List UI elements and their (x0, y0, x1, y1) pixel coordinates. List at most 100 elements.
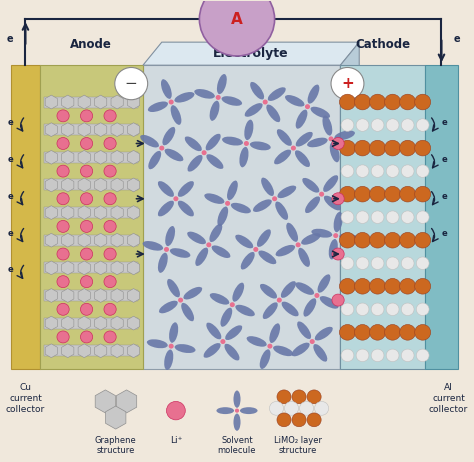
Ellipse shape (260, 349, 271, 369)
Polygon shape (62, 123, 74, 137)
Circle shape (415, 186, 431, 202)
Ellipse shape (273, 346, 293, 356)
Ellipse shape (158, 201, 174, 216)
Circle shape (169, 344, 174, 349)
Circle shape (356, 211, 369, 224)
Ellipse shape (307, 138, 328, 147)
Circle shape (341, 165, 354, 177)
Circle shape (341, 349, 354, 362)
Ellipse shape (217, 407, 234, 414)
Polygon shape (45, 233, 57, 247)
Circle shape (401, 349, 414, 362)
Circle shape (332, 248, 344, 260)
Polygon shape (128, 289, 140, 303)
Ellipse shape (235, 305, 255, 316)
Ellipse shape (169, 322, 178, 343)
Ellipse shape (328, 239, 338, 260)
Bar (44, 152, 138, 163)
Text: e: e (8, 266, 14, 274)
Circle shape (401, 303, 414, 316)
Ellipse shape (253, 200, 272, 212)
Ellipse shape (234, 413, 240, 431)
Ellipse shape (298, 248, 310, 267)
Circle shape (355, 186, 371, 202)
Ellipse shape (161, 79, 172, 99)
Polygon shape (45, 344, 57, 358)
Polygon shape (78, 206, 91, 219)
Ellipse shape (174, 92, 194, 103)
Ellipse shape (285, 95, 304, 107)
Circle shape (178, 298, 183, 303)
Ellipse shape (239, 147, 248, 167)
Ellipse shape (187, 231, 206, 244)
Bar (44, 235, 138, 246)
Circle shape (328, 136, 334, 141)
Ellipse shape (286, 223, 298, 242)
Ellipse shape (167, 279, 180, 298)
Circle shape (292, 390, 306, 404)
Ellipse shape (244, 120, 254, 140)
Ellipse shape (218, 207, 228, 226)
Circle shape (57, 165, 69, 177)
Bar (340, 65, 425, 369)
Circle shape (244, 141, 249, 146)
Ellipse shape (240, 407, 257, 414)
Polygon shape (62, 344, 74, 358)
Polygon shape (128, 261, 140, 275)
Circle shape (384, 186, 401, 202)
Circle shape (104, 304, 116, 315)
Ellipse shape (324, 195, 341, 210)
Polygon shape (95, 206, 107, 219)
Polygon shape (128, 316, 140, 330)
Circle shape (384, 232, 401, 248)
Text: Solvent
molecule: Solvent molecule (218, 436, 256, 456)
Circle shape (57, 276, 69, 288)
Circle shape (104, 248, 116, 260)
Text: e: e (441, 118, 447, 127)
Polygon shape (62, 151, 74, 164)
Text: e: e (8, 118, 14, 127)
Ellipse shape (225, 325, 242, 340)
Circle shape (416, 349, 429, 362)
Ellipse shape (292, 343, 310, 356)
Polygon shape (95, 344, 107, 358)
Circle shape (400, 186, 416, 202)
Ellipse shape (339, 234, 360, 243)
Circle shape (310, 339, 315, 344)
Ellipse shape (158, 253, 168, 273)
Circle shape (291, 146, 296, 151)
Polygon shape (45, 289, 57, 303)
Circle shape (400, 232, 416, 248)
Polygon shape (95, 123, 107, 137)
Circle shape (81, 165, 93, 177)
Polygon shape (78, 95, 91, 109)
Ellipse shape (310, 107, 330, 118)
Ellipse shape (266, 104, 280, 122)
Ellipse shape (308, 85, 319, 103)
Ellipse shape (322, 116, 332, 136)
Circle shape (81, 248, 93, 260)
Circle shape (371, 257, 384, 269)
Text: Al
current
collector: Al current collector (429, 383, 468, 414)
Ellipse shape (311, 229, 332, 237)
Ellipse shape (302, 178, 319, 193)
Polygon shape (116, 390, 137, 413)
Bar (39, 65, 143, 369)
Circle shape (81, 193, 93, 205)
Ellipse shape (274, 150, 291, 164)
Circle shape (371, 165, 384, 177)
Circle shape (400, 324, 416, 340)
Ellipse shape (250, 82, 264, 99)
Circle shape (200, 0, 274, 56)
Circle shape (284, 401, 299, 415)
Text: e: e (441, 229, 447, 237)
Circle shape (57, 331, 69, 343)
Polygon shape (111, 95, 123, 109)
Ellipse shape (210, 101, 219, 121)
Circle shape (104, 193, 116, 205)
Text: Electrolyte: Electrolyte (213, 47, 289, 60)
Ellipse shape (246, 336, 267, 346)
Circle shape (415, 279, 431, 294)
Ellipse shape (260, 284, 277, 298)
Circle shape (415, 232, 431, 248)
